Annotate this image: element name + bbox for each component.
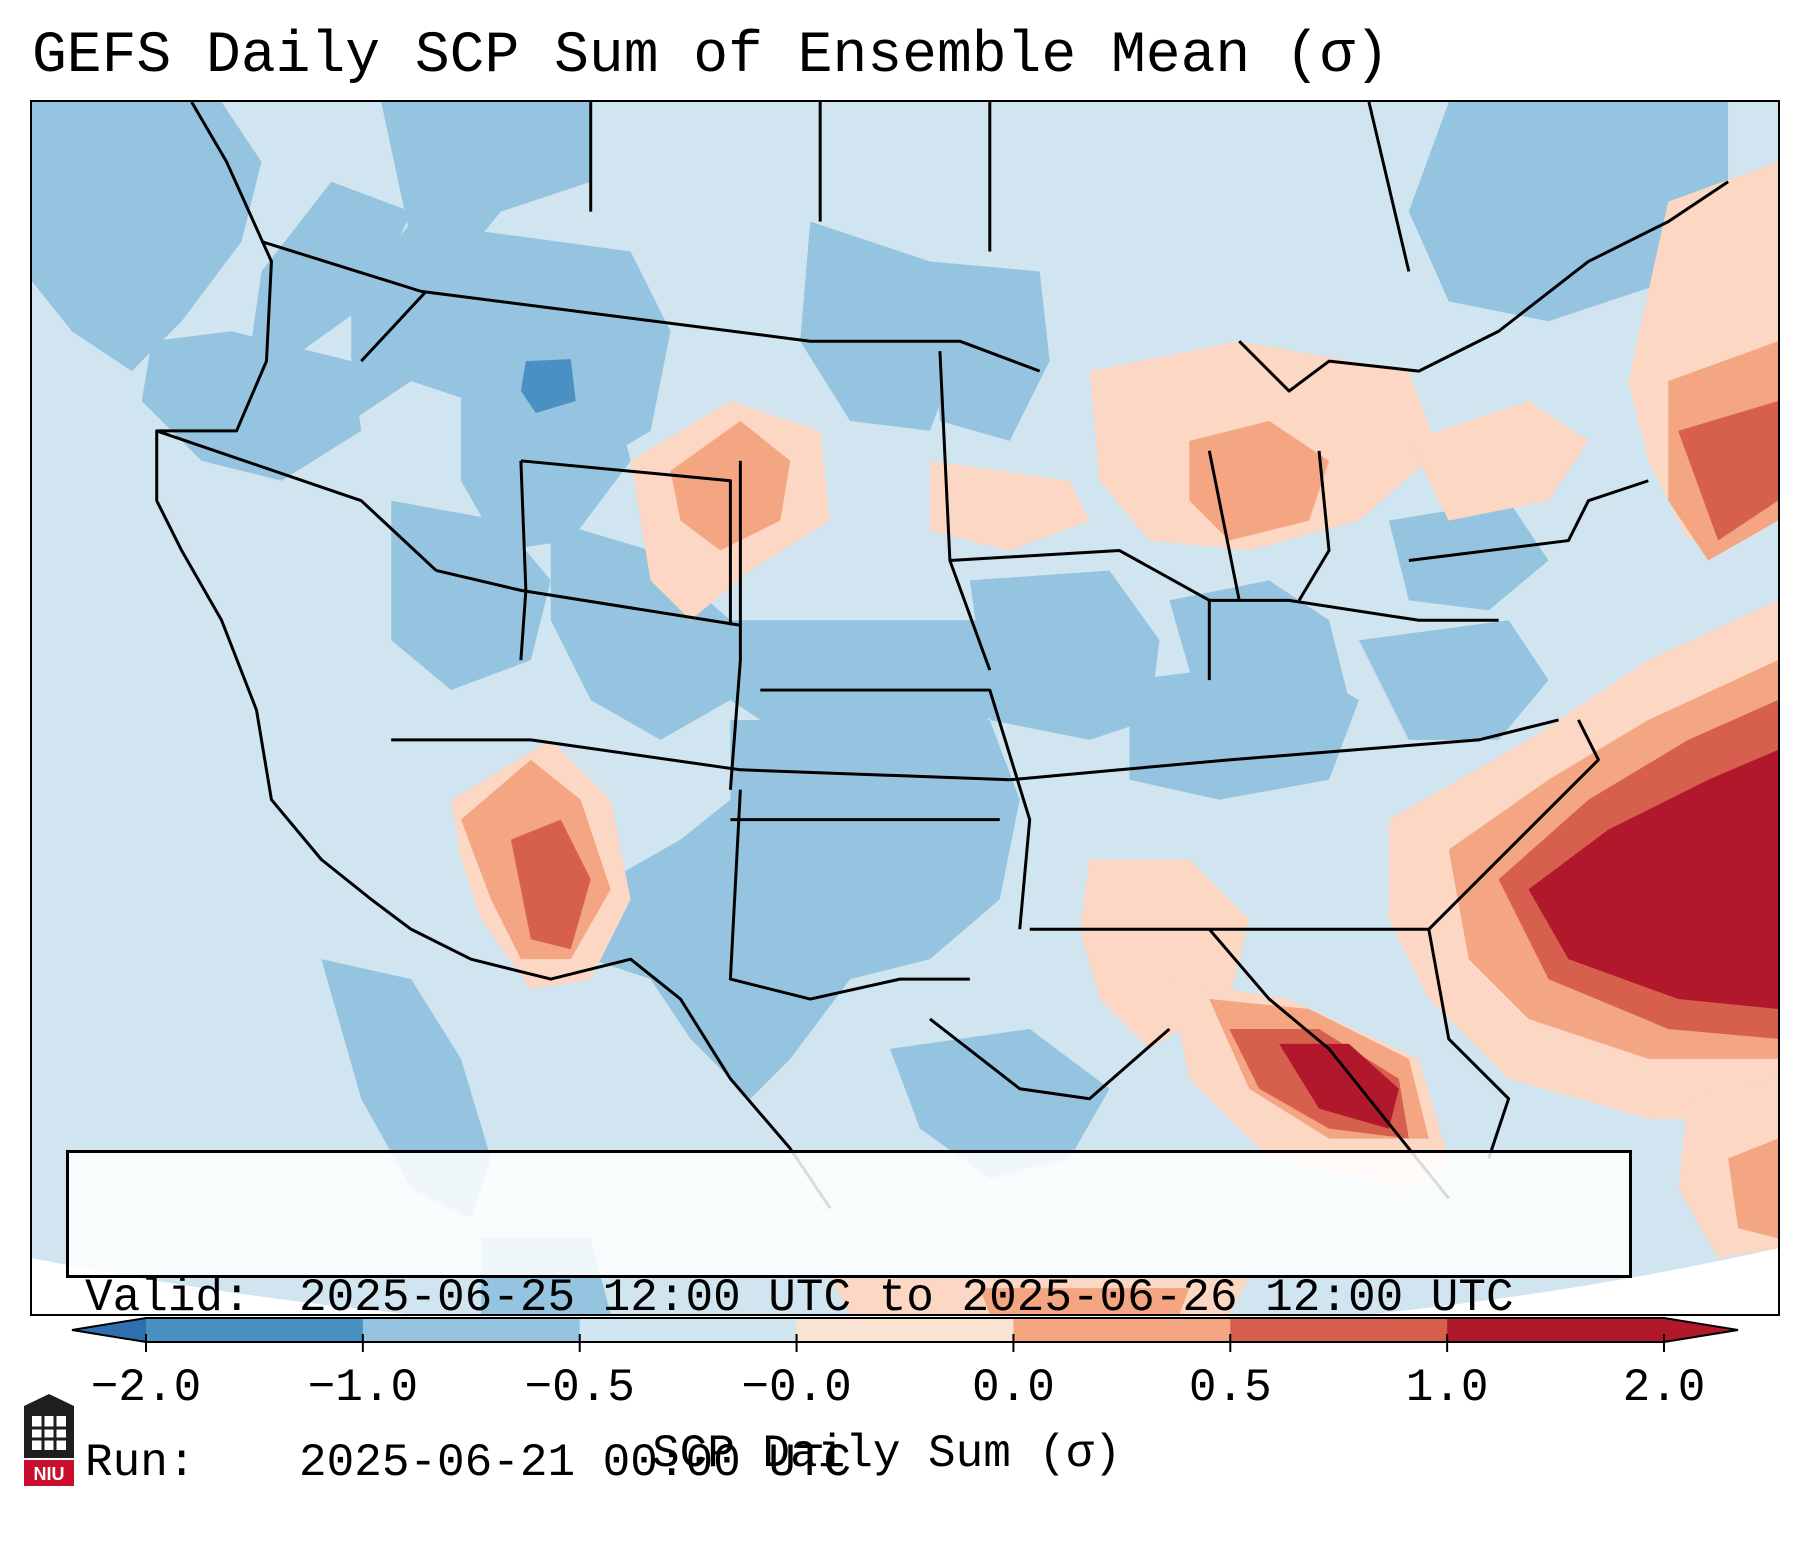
political-boundaries bbox=[155, 102, 1729, 1210]
colorbar-label: SCP Daily Sum (σ) bbox=[652, 1428, 1122, 1480]
dakotas-blue bbox=[800, 221, 960, 431]
atlantic-coast bbox=[1427, 719, 1600, 1159]
logo-red-band bbox=[24, 1460, 74, 1486]
colorbar-tick-label: 0.0 bbox=[972, 1362, 1055, 1414]
iowa-illinois bbox=[949, 549, 1211, 681]
light-blue-regions bbox=[32, 102, 1729, 1314]
texas-gulf-coast bbox=[929, 1017, 1171, 1101]
texas-oklahoma-blue bbox=[590, 719, 1020, 1099]
kansas-blue bbox=[730, 620, 1010, 740]
map-canvas bbox=[32, 102, 1778, 1314]
canada-border bbox=[261, 240, 1041, 373]
tx-ok-panhandle bbox=[728, 789, 970, 1001]
virginia-blue bbox=[1358, 620, 1549, 740]
chart-title: GEFS Daily SCP Sum of Ensemble Mean (σ) bbox=[32, 24, 1390, 89]
washington-blue bbox=[251, 181, 412, 352]
pennsylvania-blue bbox=[1388, 500, 1549, 611]
new-york-pink bbox=[1408, 401, 1589, 521]
caribbean-salmon bbox=[1728, 1138, 1778, 1239]
colorbar-tick-label: −0.0 bbox=[741, 1362, 852, 1414]
run-label: Run: bbox=[85, 1437, 196, 1489]
niu-logo: NIU bbox=[20, 1392, 78, 1488]
colorbar-tick-label: 2.0 bbox=[1622, 1362, 1706, 1414]
michigan-salmon bbox=[1189, 420, 1330, 541]
colorado-blue bbox=[550, 520, 731, 740]
dark-red-regions bbox=[1279, 749, 1778, 1129]
valid-run-info: Valid: 2025-06-25 12:00 UTC to 2025-06-26… bbox=[66, 1150, 1632, 1489]
colorbar-tick-label: −0.5 bbox=[524, 1362, 635, 1414]
map-panel bbox=[30, 100, 1780, 1316]
northern-lines bbox=[589, 102, 1411, 272]
colorbar-segment bbox=[362, 1318, 581, 1342]
four-corners-row bbox=[391, 738, 1010, 782]
iowa-pink bbox=[929, 460, 1090, 551]
ohio-line bbox=[1209, 598, 1499, 622]
colorbar-tick-label: 1.0 bbox=[1405, 1362, 1489, 1414]
colorbar-tick-label: −2.0 bbox=[90, 1362, 202, 1414]
colorbar-segment bbox=[146, 1318, 364, 1342]
run-row: Run: 2025-06-21 00:00 UTC bbox=[85, 1436, 1629, 1491]
projection-edge bbox=[32, 1248, 1778, 1314]
yucatan-salmon bbox=[979, 1288, 1190, 1314]
co-ks bbox=[728, 460, 742, 790]
pacific-nw-blue bbox=[32, 102, 262, 372]
new-mexico-red bbox=[510, 819, 591, 950]
logo-window-grid bbox=[32, 1416, 66, 1450]
pa-ny bbox=[1408, 479, 1649, 562]
wyoming-blue bbox=[461, 361, 631, 551]
colorbar-segment bbox=[1013, 1318, 1231, 1342]
nv-ut-border bbox=[435, 568, 741, 627]
logo-window bbox=[32, 1416, 66, 1450]
ks-mo bbox=[760, 688, 1032, 930]
colorbar-graphic bbox=[71, 1317, 1739, 1352]
colorbar bbox=[71, 1317, 1739, 1352]
yellowstone-blue bbox=[520, 359, 576, 413]
utah-blue bbox=[391, 500, 551, 691]
tennessee-blue bbox=[1129, 660, 1359, 800]
valid-value: 2025-06-25 12:00 UTC to 2025-06-26 12:00… bbox=[299, 1272, 1514, 1324]
michigan-peninsulas bbox=[1207, 450, 1331, 602]
wy-west bbox=[519, 460, 528, 661]
colorbar-segment bbox=[579, 1318, 798, 1342]
colorbar-tick-label: 0.5 bbox=[1188, 1362, 1272, 1414]
gulf-west-blue bbox=[890, 1028, 1110, 1179]
colorbar-tick-label: −1.0 bbox=[307, 1362, 419, 1414]
niu-logo-graphic: NIU bbox=[24, 1394, 74, 1486]
valid-label: Valid: bbox=[85, 1272, 251, 1324]
colorbar-extend-low bbox=[72, 1318, 146, 1342]
wy-co bbox=[520, 459, 732, 626]
west-coast-mexico-border bbox=[155, 102, 832, 1210]
quebec-blue bbox=[1408, 102, 1729, 322]
great-lakes-north bbox=[1238, 180, 1729, 393]
colorbar-tick-labels: −2.0 −1.0 −0.5 −0.0 0.0 0.5 1.0 2.0 bbox=[0, 1360, 1803, 1416]
atlantic-darkred bbox=[1528, 749, 1778, 1010]
or-ca-border bbox=[156, 429, 438, 572]
missouri-illinois-blue bbox=[969, 570, 1160, 740]
maine-red bbox=[1678, 401, 1778, 541]
medium-blue-regions bbox=[520, 359, 576, 413]
run-value: 2025-06-21 00:00 UTC bbox=[299, 1437, 852, 1489]
colorbar-extend-high bbox=[1664, 1318, 1738, 1342]
wa-id-border bbox=[360, 290, 428, 363]
colorbar-segment bbox=[1230, 1318, 1448, 1342]
colorbar-segment bbox=[1447, 1318, 1665, 1342]
colorbar-segment bbox=[796, 1318, 1014, 1342]
logo-text: NIU bbox=[34, 1464, 65, 1484]
tn-north bbox=[1009, 718, 1559, 782]
florida-darkred bbox=[1279, 1043, 1399, 1129]
valid-row: Valid: 2025-06-25 12:00 UTC to 2025-06-26… bbox=[85, 1271, 1629, 1326]
